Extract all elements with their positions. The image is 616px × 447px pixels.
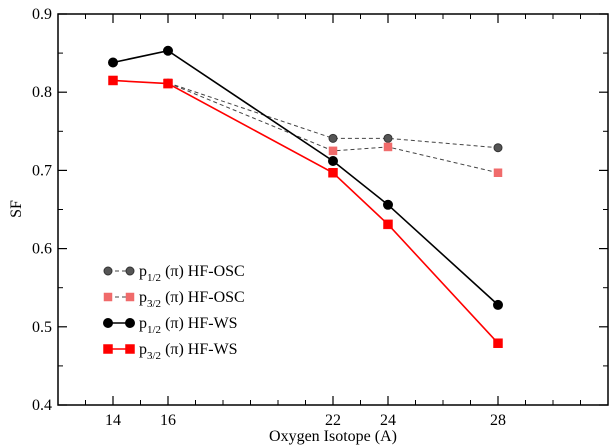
legend-label-p12_ws: p1/2 (π) HF-WS bbox=[139, 315, 238, 336]
data-point-p32_ws bbox=[328, 167, 338, 178]
data-point-p12_ws bbox=[328, 156, 338, 167]
data-point-p32_osc bbox=[383, 142, 393, 152]
legend-marker-p32_ws bbox=[125, 344, 135, 354]
legend-label-p32_osc: p3/2 (π) HF-OSC bbox=[139, 289, 245, 310]
series-line-p32_osc bbox=[167, 82, 499, 174]
data-point-p12_osc bbox=[493, 143, 503, 153]
data-point-p32_osc bbox=[493, 168, 503, 177]
legend-marker-p12_osc bbox=[125, 266, 135, 276]
series-markers bbox=[108, 45, 503, 348]
data-point-p32_ws bbox=[493, 338, 503, 348]
data-point-p12_ws bbox=[493, 299, 503, 310]
x-tick-label: 24 bbox=[380, 412, 396, 429]
x-tick-label: 16 bbox=[160, 412, 176, 429]
data-point-p12_ws bbox=[108, 57, 118, 68]
x-tick-label: 14 bbox=[105, 412, 121, 429]
series-line-p12_osc bbox=[167, 82, 499, 149]
data-point-p32_ws bbox=[163, 78, 173, 89]
axis-ticks bbox=[58, 13, 608, 406]
x-axis-title: Oxygen Isotope (A) bbox=[269, 428, 397, 445]
legend-marker-p12_osc bbox=[103, 266, 113, 276]
y-tick-label: 0.4 bbox=[32, 397, 52, 414]
y-tick-label: 0.9 bbox=[32, 6, 52, 23]
data-point-p12_osc bbox=[328, 133, 338, 143]
legend-label-p32_ws: p3/2 (π) HF-WS bbox=[139, 341, 238, 362]
y-tick-label: 0.6 bbox=[32, 241, 52, 258]
data-point-p32_ws bbox=[383, 219, 393, 230]
y-tick-label: 0.5 bbox=[32, 319, 52, 336]
y-tick-label: 0.7 bbox=[32, 162, 52, 179]
x-tick-label: 22 bbox=[325, 412, 341, 429]
data-point-p32_ws bbox=[108, 75, 118, 86]
y-tick-label: 0.8 bbox=[32, 84, 52, 101]
y-axis-title: SF bbox=[8, 200, 25, 218]
legend-marker-p12_ws bbox=[103, 318, 113, 328]
legend-marker-p32_osc bbox=[103, 292, 113, 302]
legend-marker-p32_ws bbox=[103, 344, 113, 354]
x-tick-label: 28 bbox=[490, 412, 506, 429]
data-point-p12_ws bbox=[163, 45, 173, 56]
x-tick-labels: 14 16 22 24 28 bbox=[105, 412, 506, 429]
legend-marker-p12_ws bbox=[125, 318, 135, 328]
data-point-p12_ws bbox=[383, 199, 393, 210]
data-point-p32_osc bbox=[328, 146, 338, 156]
data-point-p12_osc bbox=[383, 133, 393, 143]
legend-marker-p32_osc bbox=[125, 292, 135, 302]
legend-label-p12_osc: p1/2 (π) HF-OSC bbox=[139, 263, 245, 284]
legend: p1/2 (π) HF-OSC p3/2 (π) HF-OSC p1/2 (π) H… bbox=[103, 263, 245, 362]
y-tick-labels: 0.4 0.5 0.6 0.7 0.8 0.9 bbox=[32, 6, 52, 414]
